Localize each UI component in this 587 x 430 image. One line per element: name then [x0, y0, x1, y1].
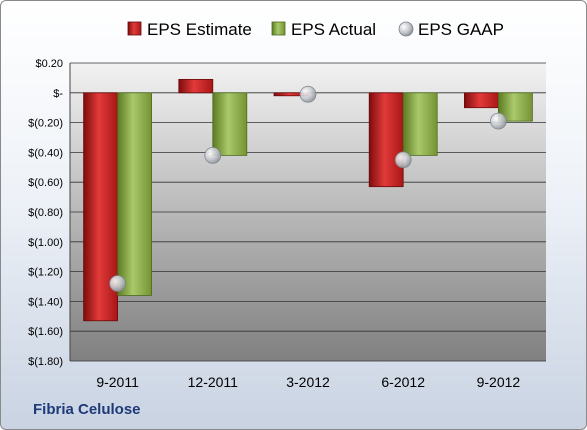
y-tick-label: $(1.40) [28, 296, 63, 308]
eps-estimate-bar [368, 92, 404, 188]
y-tick-label: $(0.80) [28, 207, 63, 219]
eps-gaap-marker [109, 275, 126, 292]
x-tick-label: 6-2012 [381, 374, 425, 390]
x-tick-label: 12-2011 [188, 374, 239, 390]
y-tick-label: $(0.60) [28, 177, 63, 189]
eps-gaap-marker [489, 112, 507, 130]
y-tick-label: $(1.60) [28, 326, 63, 338]
eps-gaap-marker [204, 146, 222, 164]
y-tick-label: $(1.20) [28, 267, 63, 279]
y-tick-label: $(0.20) [28, 118, 63, 130]
eps-actual-bar [402, 92, 438, 156]
legend-swatch-gaap [398, 21, 414, 37]
y-tick-label: $0.20 [35, 58, 63, 70]
eps-actual-bar [117, 92, 152, 296]
eps-estimate-bar [463, 92, 499, 109]
eps-gaap-marker [394, 151, 412, 169]
y-tick-label: $- [53, 88, 63, 100]
legend-label: EPS Actual [291, 20, 376, 39]
company-name: Fibria Celulose [33, 401, 141, 418]
y-tick-label: $(0.40) [28, 147, 63, 159]
x-tick-label: 3-2012 [286, 374, 330, 390]
legend-swatch-actual [271, 21, 286, 36]
y-tick-label: $(1.00) [28, 237, 63, 249]
x-tick-label: 9-2011 [96, 374, 139, 390]
eps-estimate-bar [178, 78, 214, 94]
eps-gaap-marker [299, 85, 317, 103]
eps-actual-bar [212, 92, 248, 156]
legend-swatch-estimate [127, 21, 142, 36]
y-tick-label: $(1.80) [28, 356, 63, 368]
x-tick-label: 9-2012 [477, 374, 521, 390]
legend-label: EPS GAAP [418, 20, 504, 39]
legend-label: EPS Estimate [147, 20, 252, 39]
